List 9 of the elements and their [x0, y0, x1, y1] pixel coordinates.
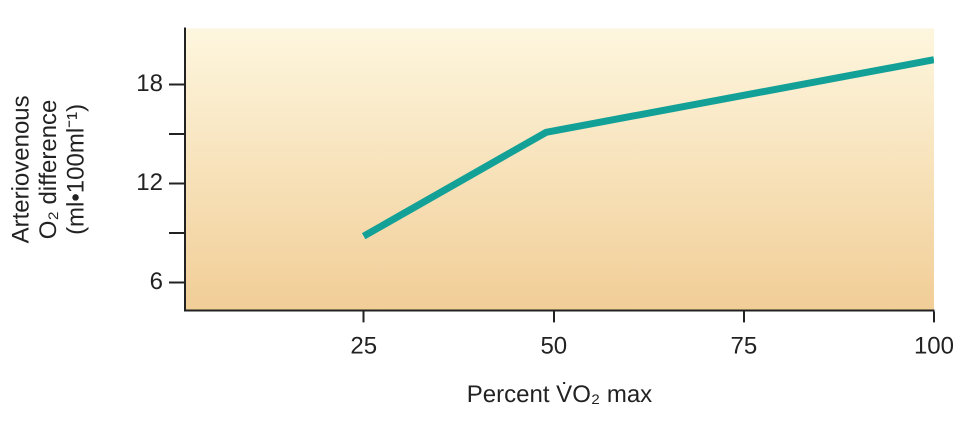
x-tick-label: 25 — [350, 332, 378, 360]
y-tick-label: 18 — [136, 70, 163, 98]
y-tick-label: 6 — [150, 268, 163, 295]
x-tick-label: 100 — [914, 332, 954, 360]
x-tick-label: 50 — [540, 332, 568, 360]
y-axis-title: Arteriovenous O₂ difference (ml•100ml⁻¹) — [7, 95, 90, 244]
x-axis-title: Percent V̇O₂ max — [466, 381, 652, 408]
y-tick-label: 12 — [136, 169, 163, 196]
x-tick-label: 75 — [730, 332, 758, 360]
